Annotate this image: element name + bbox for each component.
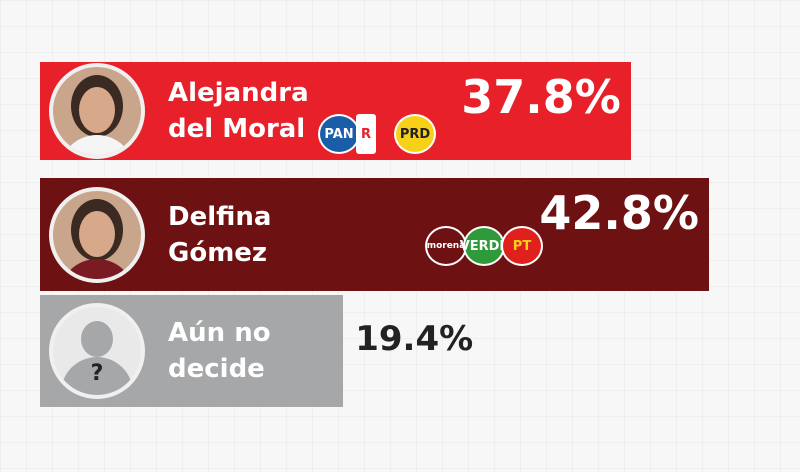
category-label: Delfina Gómez bbox=[168, 201, 272, 268]
shoulders bbox=[59, 135, 135, 155]
bar bbox=[40, 178, 709, 291]
face bbox=[79, 87, 115, 133]
unknown-mark: ? bbox=[90, 361, 104, 386]
face bbox=[79, 210, 115, 257]
party-logo: morena bbox=[425, 226, 467, 266]
shoulders bbox=[59, 258, 135, 279]
value-label: 37.8% bbox=[461, 70, 621, 124]
avatar bbox=[49, 186, 145, 283]
category-label: Alejandra del Moral bbox=[168, 78, 309, 144]
party-logo: R bbox=[356, 114, 376, 154]
value-label: 19.4% bbox=[355, 319, 474, 359]
category-label: Aún no decide bbox=[168, 318, 271, 384]
avatar: ? bbox=[49, 303, 145, 399]
party-logo: PAN bbox=[318, 114, 360, 154]
silhouette bbox=[81, 321, 113, 357]
avatar bbox=[49, 63, 145, 159]
party-logo: PT bbox=[501, 226, 543, 266]
value-label: 42.8% bbox=[539, 186, 699, 240]
party-logo: PRD bbox=[394, 114, 436, 154]
party-logo: VERDE bbox=[460, 226, 508, 266]
